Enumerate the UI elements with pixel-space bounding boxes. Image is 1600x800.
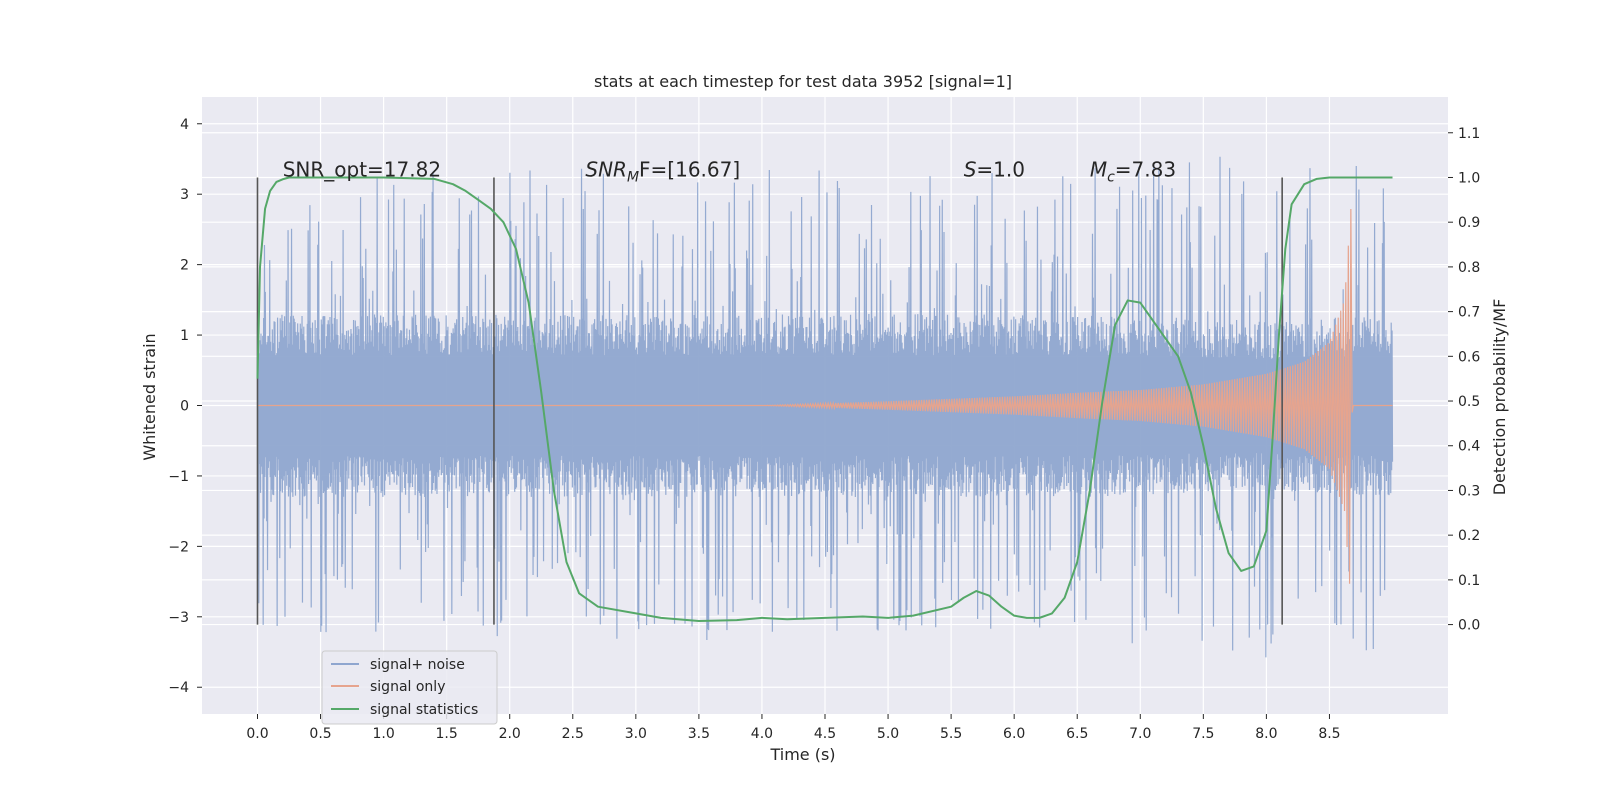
- legend-label-signal-statistics: signal statistics: [370, 702, 478, 718]
- y-right-tick-label: 0.5: [1458, 394, 1480, 410]
- series-signal-statistics: [256, 176, 1393, 622]
- legend-label-signal-only: signal only: [370, 679, 445, 695]
- x-tick-label: 3.5: [688, 726, 710, 742]
- y-left-axis-label: Whitened strain: [140, 333, 159, 460]
- annotation-subscript: c: [1107, 169, 1115, 185]
- y-right-tick-label: 0.9: [1458, 215, 1480, 231]
- y-right-tick-label: 0.2: [1458, 528, 1480, 544]
- y-right-tick-label: 0.7: [1458, 305, 1480, 321]
- y-right-tick-label: 0.8: [1458, 260, 1480, 276]
- series-signal-only: [257, 208, 1393, 584]
- x-tick-label: 3.0: [625, 726, 647, 742]
- y-right-tick-label: 0.4: [1458, 439, 1480, 455]
- y-left-axis-ticks: 4 3 2 1 0 −1 −2 −3 −4: [168, 117, 202, 696]
- x-tick-label: 7.5: [1192, 726, 1214, 742]
- x-tick-label: 5.5: [940, 726, 962, 742]
- y-left-tick-label: 1: [180, 328, 189, 344]
- x-axis-ticks: 0.0 0.5 1.0 1.5 2.0 2.5 3.0 3.5 4.0 4.5 5.0 5.5 6.0 6…: [246, 714, 1341, 742]
- x-tick-label: 6.0: [1003, 726, 1025, 742]
- annotation-main: M: [1090, 157, 1107, 181]
- x-tick-label: 2.0: [499, 726, 521, 742]
- y-left-tick-label: −4: [168, 680, 189, 696]
- annotation-3: Mc=7.83: [1090, 157, 1176, 185]
- x-tick-label: 1.5: [436, 726, 458, 742]
- x-axis-label: Time (s): [769, 745, 835, 764]
- y-right-axis-label: Detection probability/MF: [1490, 299, 1509, 496]
- annotation-subscript: M: [627, 169, 639, 185]
- y-left-tick-label: 3: [180, 187, 189, 203]
- legend-box: [321, 650, 498, 725]
- y-left-tick-label: 4: [180, 117, 189, 133]
- annotation-1: SNRMF=[16.67]: [585, 157, 740, 185]
- vertical-lines: [256, 177, 1283, 625]
- x-tick-label: 8.5: [1318, 726, 1340, 742]
- y-right-axis-ticks: 1.1 1.0 0.9 0.8 0.7 0.6 0.5 0.4 0.3 0.2 0.1 0.0: [1448, 126, 1480, 634]
- series-signal-noise: [256, 156, 1394, 658]
- signal-only-line: [257, 208, 1393, 584]
- y-right-tick-label: 1.0: [1458, 170, 1480, 186]
- x-tick-label: 2.5: [562, 726, 584, 742]
- chart-title: stats at each timestep for test data 395…: [594, 72, 1012, 91]
- signal-statistics-line: [256, 176, 1393, 622]
- x-tick-label: 4.5: [814, 726, 836, 742]
- x-tick-label: 4.0: [751, 726, 773, 742]
- y-left-tick-label: −2: [168, 539, 189, 555]
- x-tick-label: 8.0: [1255, 726, 1277, 742]
- annotation-rest: F=[16.67]: [639, 157, 740, 181]
- x-tick-label: 6.5: [1066, 726, 1088, 742]
- x-tick-label: 5.0: [877, 726, 899, 742]
- annotation-main: S: [964, 157, 977, 181]
- annotation-rest: =1.0: [976, 157, 1025, 181]
- x-tick-label: 7.0: [1129, 726, 1151, 742]
- annotation-main: SNR: [585, 157, 627, 181]
- y-right-tick-label: 0.3: [1458, 483, 1480, 499]
- annotation-2: S=1.0: [964, 157, 1025, 181]
- legend-label-signal-noise: signal+ noise: [370, 657, 465, 673]
- y-left-tick-label: −1: [168, 469, 189, 485]
- y-left-tick-label: 2: [180, 258, 189, 274]
- x-tick-label: 0.0: [246, 726, 268, 742]
- x-tick-label: 0.5: [309, 726, 331, 742]
- y-right-tick-label: 0.0: [1458, 618, 1480, 634]
- annotation-rest: =7.83: [1115, 157, 1176, 181]
- x-tick-label: 1.0: [372, 726, 394, 742]
- annotations: SNR_opt=17.82 SNRMF=[16.67] S=1.0 Mc=7.83: [283, 157, 1176, 185]
- y-left-tick-label: −3: [168, 610, 189, 626]
- legend: signal+ noise signal only signal statist…: [321, 650, 498, 725]
- annotation-main: SNR_opt=17.82: [283, 157, 441, 181]
- annotation-0: SNR_opt=17.82: [283, 157, 441, 181]
- y-right-tick-label: 1.1: [1458, 126, 1480, 142]
- y-right-tick-label: 0.6: [1458, 349, 1480, 365]
- y-right-tick-label: 0.1: [1458, 573, 1480, 589]
- signal-noise-line: [256, 156, 1394, 658]
- y-left-tick-label: 0: [180, 399, 189, 415]
